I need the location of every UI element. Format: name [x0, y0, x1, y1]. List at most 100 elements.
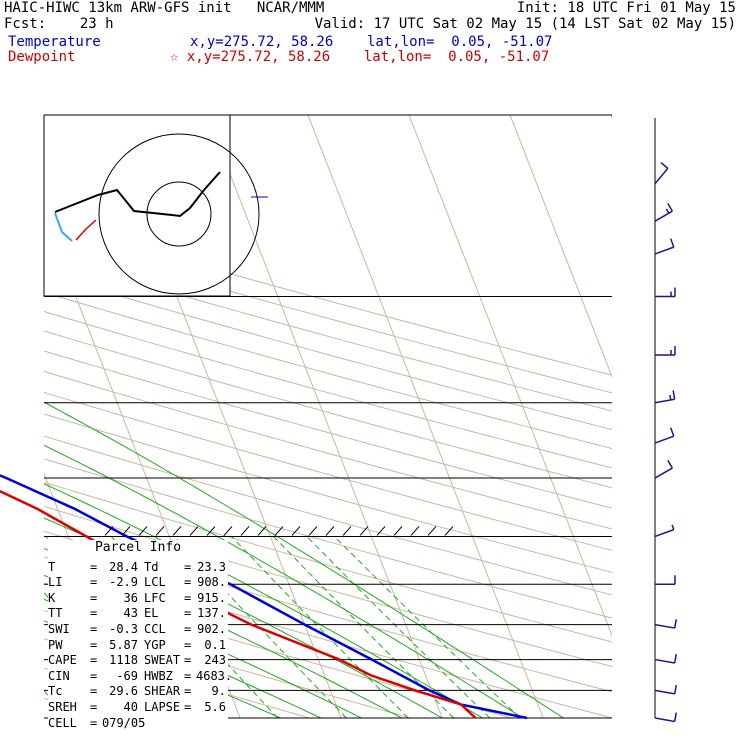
- wind-barb: [654, 398, 675, 404]
- wind-barb: [654, 528, 675, 538]
- parcel-info-panel: Parcel Info T = 28.4 Td = 23.3 LI = -2.9 LCL = 908.…: [48, 540, 233, 732]
- dry-adiabat-line: [44, 255, 612, 412]
- wind-barb-flag: [669, 394, 672, 401]
- parcel-param-label: SWI: [48, 621, 70, 636]
- parcel-param-label: CCL: [144, 621, 166, 636]
- parcel-param-value: 5.87: [109, 637, 138, 652]
- wind-barb: [654, 623, 675, 629]
- dry-adiabat-line: [44, 481, 612, 643]
- parcel-row: Tc = 29.6 SHEAR = 9.: [48, 684, 226, 699]
- dry-adiabat-line: [44, 219, 612, 376]
- parcel-param-label: SWEAT: [144, 653, 181, 668]
- parcel-row: LI = -2.9 LCL = 908.: [48, 575, 226, 590]
- parcel-row: SWI = -0.3 CCL = 902.: [48, 621, 226, 636]
- isotherm-line: [408, 115, 612, 637]
- moist-adiabat-line: [44, 444, 524, 718]
- parcel-param-label: LAPSE: [144, 699, 181, 714]
- parcel-param-value: -0.3: [109, 621, 138, 636]
- parcel-param-label: K: [48, 590, 56, 605]
- mixing-ratio-line: [334, 536, 521, 718]
- parcel-param-value: 908.: [197, 575, 226, 590]
- wind-barb-flag: [673, 654, 677, 664]
- isotherm-line: [0, 87, 43, 730]
- parcel-param-value: 1118: [109, 653, 138, 668]
- parcel-param-label: CIN: [48, 668, 70, 683]
- wind-barb-flag: [660, 162, 669, 169]
- temperature-legend: Temperature: [8, 34, 101, 50]
- level-tick: [325, 526, 335, 536]
- dry-adiabat-line: [0, 102, 47, 731]
- parcel-param-value: 5.6: [204, 699, 226, 714]
- parcel-param-label: SREH: [48, 699, 77, 714]
- dewpoint-point-info: ☆ x,y=275.72, 58.26 lat,lon= 0.05, -51.0…: [170, 49, 550, 65]
- hodograph-ring: [146, 181, 212, 247]
- wind-barb-flag: [673, 712, 677, 722]
- hodograph-trace: [54, 171, 221, 218]
- parcel-param-label: EL: [144, 606, 159, 621]
- parcel-param-value: 137.: [197, 606, 226, 621]
- hodograph-ring: [98, 133, 260, 295]
- dewpoint-profile: [0, 489, 477, 719]
- wind-barb-flag: [670, 238, 675, 248]
- level-tick: [393, 526, 403, 536]
- parcel-param-value: 29.6: [109, 684, 138, 699]
- dry-adiabat-line: [44, 435, 612, 596]
- level-tick: [342, 526, 352, 536]
- wind-barb: [654, 210, 673, 222]
- isotherm-line: [307, 115, 544, 718]
- parcel-param-value: 23.3: [197, 559, 226, 574]
- wind-barb: [654, 658, 675, 664]
- level-tick: [206, 526, 216, 536]
- wind-barb-flag: [665, 208, 670, 214]
- parcel-param-label: PW: [48, 637, 63, 652]
- moist-adiabat-line: [44, 401, 564, 718]
- level-tick: [240, 526, 250, 536]
- wind-barb: [654, 689, 675, 695]
- dry-adiabat-line: [44, 582, 514, 718]
- hodograph-box: [43, 114, 231, 297]
- parcel-param-value: 43: [123, 606, 138, 621]
- wind-barb-flag: [672, 390, 676, 400]
- parcel-param-value: 40: [123, 699, 138, 714]
- mixing-ratio-line: [231, 536, 409, 718]
- parcel-param-value: 9.: [211, 684, 226, 699]
- wind-barb: [654, 467, 673, 479]
- parcel-param-value: -2.9: [109, 575, 138, 590]
- temperature-point-info: x,y=275.72, 58.26 lat,lon= 0.05, -51.07: [190, 34, 553, 50]
- temperature-profile: [0, 474, 528, 720]
- level-tick: [376, 526, 386, 536]
- parcel-param-value: -69: [116, 668, 138, 683]
- level-tick: [291, 526, 301, 536]
- init-time: Init: 18 UTC Fri 01 May 15: [516, 0, 736, 16]
- dry-adiabat-line: [44, 291, 612, 450]
- parcel-info-title: Parcel Info: [94, 540, 182, 555]
- parcel-param-label: Tc: [48, 684, 63, 699]
- parcel-param-label: LCL: [144, 575, 166, 590]
- parcel-param-label: LI: [48, 575, 63, 590]
- level-tick: [189, 526, 199, 536]
- parcel-param-label: LFC: [144, 590, 166, 605]
- wind-barb-flag: [667, 459, 673, 469]
- wind-barb-flag: [670, 427, 675, 437]
- parcel-param-label: YGP: [144, 637, 166, 652]
- wind-barb: [654, 717, 675, 723]
- valid-time: Valid: 17 UTC Sat 02 May 15 (14 LST Sat …: [314, 16, 736, 32]
- parcel-param-value: 915.: [197, 590, 226, 605]
- moist-adiabat-line: [44, 574, 362, 718]
- level-tick: [104, 526, 114, 536]
- parcel-row: CIN = -69 HWBZ = 4683.: [48, 668, 233, 683]
- dry-adiabat-line: [44, 413, 612, 573]
- level-tick: [121, 526, 131, 536]
- isotherm-line: [206, 115, 443, 718]
- parcel-param-label: HWBZ: [144, 668, 173, 683]
- dry-adiabat-line: [44, 610, 413, 718]
- parcel-param-label: TT: [48, 606, 63, 621]
- level-tick: [308, 526, 318, 536]
- dry-adiabat-line: [44, 237, 612, 394]
- level-tick: [410, 526, 420, 536]
- parcel-param-value: 243: [204, 653, 226, 668]
- wind-barb: [654, 167, 669, 185]
- wind-barb-flag: [671, 524, 675, 530]
- dewpoint-legend: Dewpoint: [8, 49, 76, 65]
- parcel-param-label: SHEAR: [144, 684, 181, 699]
